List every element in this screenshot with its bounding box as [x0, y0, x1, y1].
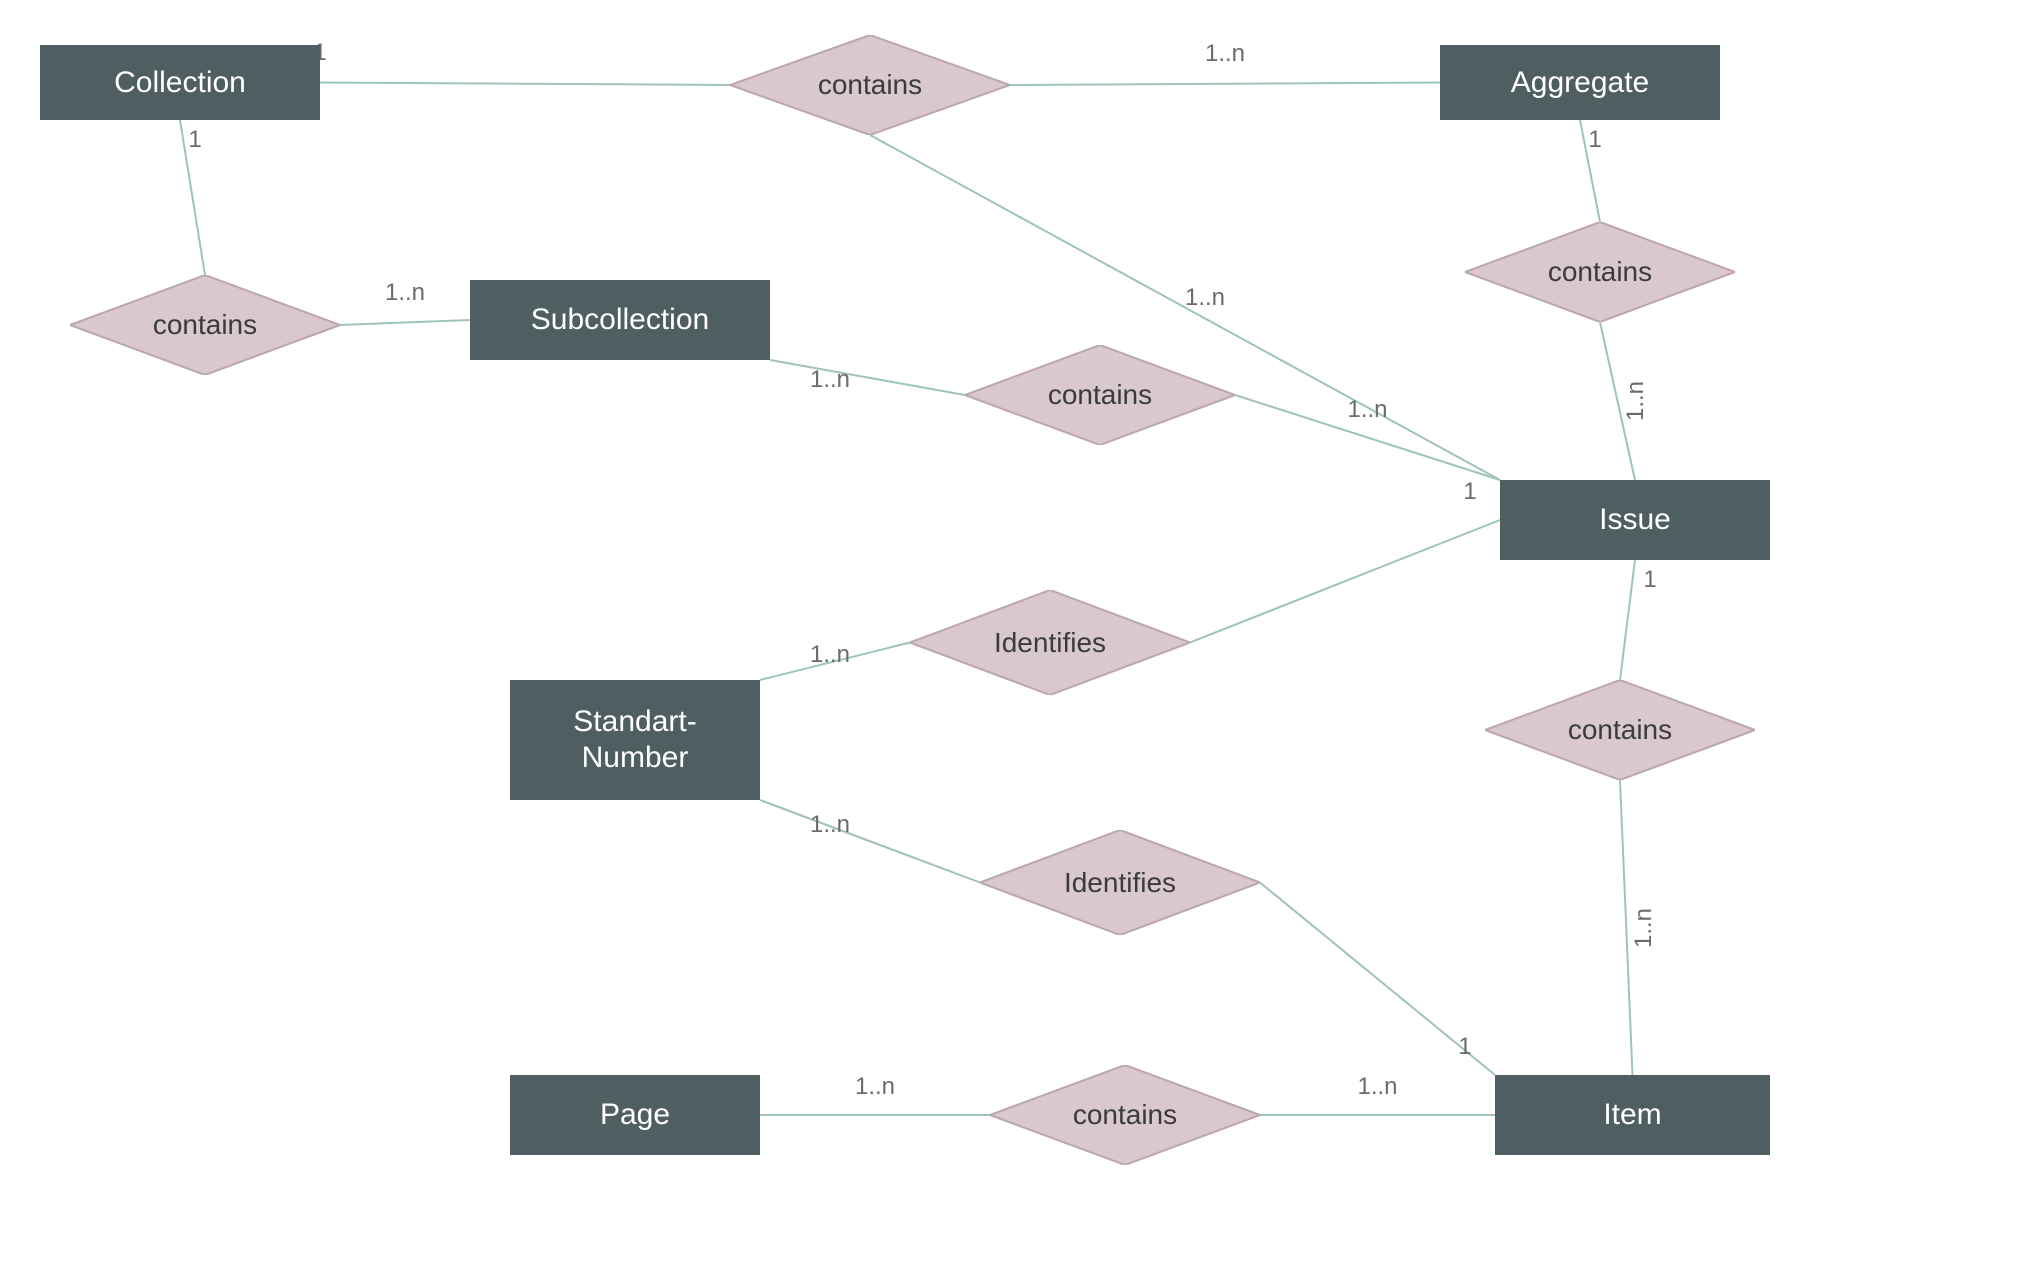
edge: [1190, 520, 1500, 643]
relationship-r_coll_agg: contains: [730, 35, 1010, 135]
cardinality-label: 1: [1588, 126, 1601, 154]
relationship-r_sub_issue: contains: [965, 345, 1235, 445]
entity-label: Standart- Number: [573, 704, 696, 776]
relationship-label: contains: [153, 309, 257, 341]
entity-collection: Collection: [40, 45, 320, 120]
cardinality-label: 1..n: [810, 641, 850, 669]
entity-label: Issue: [1599, 502, 1671, 538]
entity-subcollection: Subcollection: [470, 280, 770, 360]
cardinality-label: 1..n: [1185, 284, 1225, 312]
entity-label: Subcollection: [531, 302, 709, 338]
relationship-r_issue_item: contains: [1485, 680, 1755, 780]
relationship-label: contains: [1548, 256, 1652, 288]
cardinality-label: 1: [1643, 566, 1656, 594]
cardinality-label: 1..n: [1622, 381, 1650, 421]
cardinality-label: 1..n: [1630, 907, 1658, 947]
entity-issue: Issue: [1500, 480, 1770, 560]
cardinality-label: 1: [1458, 1033, 1471, 1061]
entity-label: Page: [600, 1097, 670, 1133]
entity-page: Page: [510, 1075, 760, 1155]
edge: [770, 360, 965, 395]
relationship-r_identifies_2: Identifies: [980, 830, 1260, 935]
entity-label: Item: [1603, 1097, 1661, 1133]
cardinality-label: 1: [1463, 478, 1476, 506]
relationship-r_identifies_1: Identifies: [910, 590, 1190, 695]
edge: [320, 83, 730, 86]
cardinality-label: 1..n: [385, 279, 425, 307]
relationship-label: Identifies: [1064, 867, 1176, 899]
relationship-label: contains: [1568, 714, 1672, 746]
relationship-label: Identifies: [994, 627, 1106, 659]
edge: [760, 800, 980, 883]
cardinality-label: 1: [188, 126, 201, 154]
relationship-r_page_item: contains: [990, 1065, 1260, 1165]
entity-item: Item: [1495, 1075, 1770, 1155]
cardinality-label: 1..n: [810, 811, 850, 839]
cardinality-label: 1..n: [1347, 396, 1387, 424]
relationship-label: contains: [818, 69, 922, 101]
cardinality-label: 1..n: [855, 1073, 895, 1101]
entity-label: Collection: [114, 65, 246, 101]
edge: [340, 320, 470, 325]
edge: [1620, 560, 1635, 680]
cardinality-label: 1..n: [810, 366, 850, 394]
entity-aggregate: Aggregate: [1440, 45, 1720, 120]
relationship-r_agg_issue: contains: [1465, 222, 1735, 322]
relationship-r_coll_sub: contains: [70, 275, 340, 375]
cardinality-label: 1..n: [1357, 1073, 1397, 1101]
relationship-label: contains: [1048, 379, 1152, 411]
cardinality-label: 1..n: [1205, 40, 1245, 68]
er-diagram-canvas: 1 1..n 1 1..n 1 1..n 1..n 1..n 1..n 1 1..n 1 1..n 1..…: [0, 0, 2034, 1284]
relationship-label: contains: [1073, 1099, 1177, 1131]
entity-label: Aggregate: [1511, 65, 1649, 101]
edge: [1010, 83, 1440, 86]
entity-standart: Standart- Number: [510, 680, 760, 800]
